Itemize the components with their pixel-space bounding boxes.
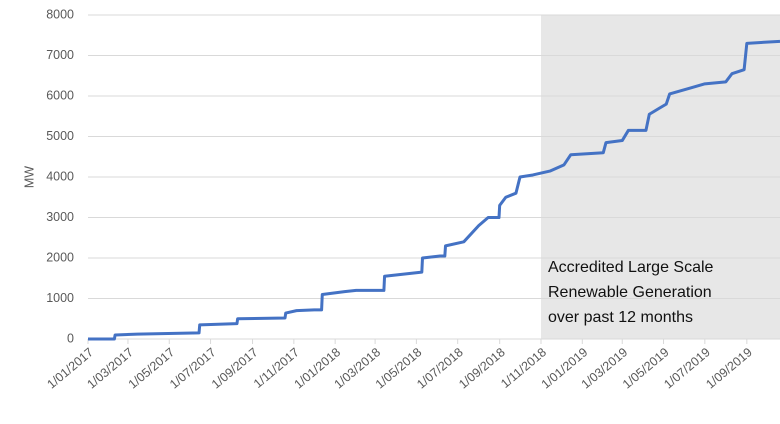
y-tick-label: 4000	[46, 169, 74, 183]
x-tick-label: 1/09/2017	[209, 345, 261, 392]
y-tick-label: 7000	[46, 48, 74, 62]
data-line	[88, 39, 780, 341]
annotation: Accredited Large Scale	[548, 259, 714, 276]
annotation: over past 12 months	[548, 309, 693, 326]
x-tick-label: 1/09/2018	[456, 345, 508, 392]
y-axis-label: MW	[22, 166, 36, 188]
y-tick-label: 5000	[46, 129, 74, 143]
annotation: Renewable Generation	[548, 284, 712, 301]
y-tick-label: 1000	[46, 291, 74, 305]
x-tick-label: 1/09/2019	[703, 345, 755, 392]
y-tick-label: 0	[67, 331, 74, 345]
y-tick-label: 2000	[46, 250, 74, 264]
y-tick-label: 3000	[46, 210, 74, 224]
y-tick-label: 6000	[46, 88, 74, 102]
y-tick-label: 8000	[46, 7, 74, 21]
